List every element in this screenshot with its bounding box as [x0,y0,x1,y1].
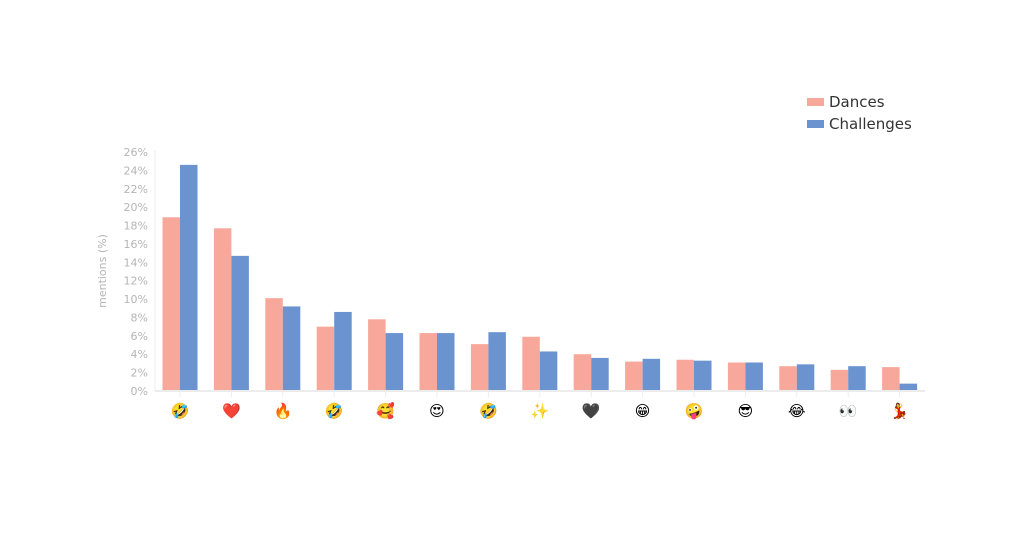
x-tick-label: 🖤 [582,402,601,420]
bar-dances-14 [830,369,849,391]
bar-dances-4 [316,326,335,391]
bar-dances-10 [625,361,643,391]
bar-challenges-11 [694,360,712,391]
y-tick-label: 12% [124,275,148,288]
x-tick-label: 😁 [635,402,651,420]
x-tick-label: 🔥 [273,402,292,420]
x-tick-label: 😎 [738,402,754,420]
bars [162,164,918,391]
bar-dances-2 [213,228,232,391]
legend-swatch-challenges [807,120,824,128]
y-axis: 0% 2% 4% 6% 8% 10% 12% 14% 16% 18% 20% 22% 24% 26% [124,146,156,398]
y-tick-label: 2% [131,367,148,380]
bar-challenges-12 [745,362,763,391]
bar-challenges-8 [539,351,558,391]
y-axis-label: mentions (%) [96,234,109,308]
x-axis: 🤣 ❤️ 🔥 🤣 🥰 😍 🤣 ✨ 🖤 😁 🤪 😎 😂 👀 💃 [170,391,909,421]
legend-label-challenges: Challenges [829,115,912,133]
y-tick-label: 10% [124,293,148,306]
legend-label-dances: Dances [829,93,885,111]
y-tick-label: 14% [124,256,148,269]
x-tick-label: 🤣 [478,402,498,421]
bar-challenges-7 [488,332,506,391]
bar-challenges-4 [334,311,352,391]
x-tick-label: ❤️ [222,402,241,420]
bar-dances-3 [265,298,283,391]
bar-dances-1 [162,217,180,391]
bar-challenges-13 [796,364,815,391]
y-tick-label: 16% [124,238,148,251]
bar-challenges-10 [642,358,661,391]
bar-challenges-2 [231,255,249,391]
x-tick-label: 🤣 [170,402,190,421]
bar-challenges-6 [437,333,455,391]
bar-dances-15 [882,367,900,391]
x-tick-label: ✨ [530,402,549,420]
y-tick-label: 24% [124,164,148,177]
bar-challenges-14 [848,366,866,391]
bar-challenges-5 [385,333,404,391]
legend: Dances Challenges [807,93,912,133]
bar-challenges-1 [180,164,198,391]
y-tick-label: 8% [131,311,148,324]
bar-dances-5 [368,319,386,391]
x-tick-label: 🤣 [324,402,344,421]
y-tick-label: 4% [131,348,148,361]
x-tick-label: 🥰 [376,401,395,420]
bar-dances-6 [419,333,437,391]
bar-dances-12 [727,362,746,391]
y-tick-label: 6% [131,330,148,343]
bar-challenges-15 [899,383,918,391]
y-tick-label: 0% [131,385,148,398]
x-tick-label: 👀 [839,402,858,420]
y-tick-label: 20% [124,201,148,214]
bar-dances-8 [522,336,540,391]
bar-dances-11 [676,359,694,391]
legend-swatch-dances [807,98,824,106]
y-tick-label: 22% [124,183,148,196]
y-tick-label: 26% [124,146,148,159]
x-tick-label: 💃 [890,402,909,420]
x-tick-label: 🤪 [685,402,704,420]
bar-dances-7 [470,344,489,391]
y-tick-label: 18% [124,220,148,233]
bar-dances-9 [573,354,592,391]
x-tick-label: 😂 [788,402,806,420]
bar-dances-13 [779,366,797,391]
bar-challenges-3 [282,306,301,391]
x-tick-label: 😍 [429,402,445,420]
bar-challenges-9 [591,357,609,391]
